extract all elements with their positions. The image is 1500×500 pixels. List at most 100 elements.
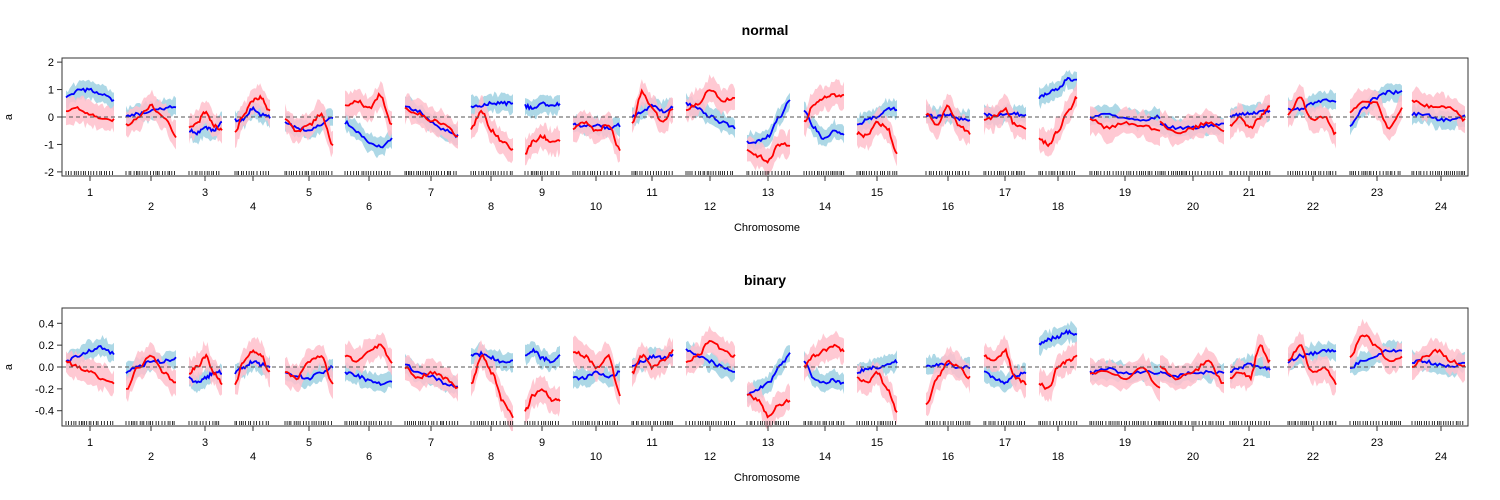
line-blue-chr13 (746, 99, 791, 145)
y-tick-label: 0.4 (39, 318, 54, 330)
rug-chr1 (65, 171, 113, 175)
band-red-chr24 (1412, 337, 1465, 383)
line-red-chr19 (1089, 366, 1161, 389)
band-red-chr12 (686, 325, 735, 377)
line-red-chr22 (1287, 96, 1337, 136)
line-blue-chr10 (572, 370, 621, 381)
band-red-chr9 (525, 375, 560, 424)
band-blue-chr14 (804, 101, 844, 147)
band-red-chr13 (747, 381, 790, 429)
line-blue-chr2 (125, 356, 177, 374)
rug-chr7 (404, 171, 457, 175)
rug-chr13 (746, 171, 790, 175)
band-red-chr1 (66, 350, 114, 397)
line-blue-chr20 (1159, 122, 1224, 131)
band-red-chr19 (1090, 352, 1160, 402)
rug-chr23 (1349, 421, 1401, 425)
rug-chr16 (925, 171, 970, 175)
band-blue-chr13 (747, 92, 790, 154)
rug-chr4 (234, 421, 269, 425)
rug-chr14 (803, 171, 845, 175)
y-tick-label: -0.4 (35, 406, 54, 418)
line-blue-chr21 (1229, 108, 1271, 119)
x-tick-label-20: 20 (1187, 451, 1199, 463)
line-blue-chr17 (983, 111, 1027, 118)
band-red-chr13 (747, 128, 790, 177)
rug-chr14 (803, 421, 845, 425)
line-red-chr24 (1411, 99, 1466, 123)
rug-chr24 (1411, 421, 1464, 425)
line-blue-chr16 (925, 112, 971, 122)
x-tick-label-4: 4 (250, 201, 256, 213)
rug-chr6 (344, 171, 391, 175)
y-tick-label: 0.0 (39, 362, 54, 374)
band-red-chr6 (345, 332, 392, 377)
x-tick-label-10: 10 (590, 451, 602, 463)
rug-chr17 (983, 421, 1025, 425)
x-tick-label-11: 11 (646, 437, 657, 449)
line-red-chr12 (685, 89, 736, 112)
line-red-chr14 (803, 343, 845, 369)
line-red-chr22 (1287, 344, 1337, 385)
line-blue-chr18 (1038, 329, 1078, 346)
band-red-chr15 (857, 106, 897, 167)
band-red-chr8 (471, 340, 513, 432)
line-red-chr24 (1411, 348, 1466, 368)
x-tick-label-3: 3 (202, 437, 208, 449)
line-blue-chr6 (344, 371, 393, 386)
x-axis-label: Chromosome (734, 472, 800, 484)
line-blue-chr8 (470, 350, 514, 364)
x-tick-label-18: 18 (1052, 451, 1064, 463)
rug-chr20 (1159, 171, 1223, 175)
line-blue-chr12 (685, 348, 736, 373)
band-red-chr2 (126, 89, 176, 150)
line-red-chr20 (1159, 120, 1225, 135)
line-blue-chr7 (404, 363, 458, 388)
line-blue-chr14 (803, 360, 845, 386)
line-red-chr17 (983, 106, 1027, 130)
line-blue-chr2 (125, 104, 177, 118)
line-red-chr11 (631, 88, 674, 124)
rug-chr16 (925, 421, 971, 425)
line-blue-chr9 (525, 347, 561, 364)
x-tick-label-15: 15 (871, 437, 883, 449)
y-tick-label: -0.2 (35, 384, 54, 396)
line-red-chr8 (470, 353, 514, 419)
rug-chr24 (1411, 171, 1465, 175)
x-tick-label-8: 8 (488, 201, 494, 213)
band-red-chr14 (804, 330, 844, 382)
line-blue-chr1 (65, 345, 115, 364)
line-red-chr4 (234, 348, 271, 386)
line-blue-chr21 (1229, 362, 1271, 373)
x-tick-label-21: 21 (1243, 437, 1255, 449)
rug-chr3 (188, 421, 220, 425)
band-red-chr10 (573, 335, 620, 406)
line-blue-chr15 (856, 358, 898, 375)
band-red-chr7 (405, 355, 458, 402)
band-blue-chr14 (804, 350, 844, 395)
line-red-chr5 (284, 354, 334, 385)
x-tick-label-1: 1 (87, 187, 93, 199)
line-blue-chr23 (1349, 348, 1403, 369)
x-tick-label-2: 2 (148, 201, 154, 213)
band-red-chr3 (189, 340, 222, 396)
line-red-chr2 (125, 103, 177, 138)
x-tick-label-13: 13 (762, 187, 774, 199)
x-tick-label-24: 24 (1435, 201, 1447, 213)
rug-chr3 (188, 171, 220, 175)
line-blue-chr22 (1287, 98, 1337, 112)
panel-binary: binary-0.4-0.20.00.20.412345678910111213… (3, 272, 1469, 484)
rug-chr21 (1229, 421, 1270, 425)
band-red-chr15 (857, 360, 897, 425)
line-red-chr3 (188, 110, 223, 131)
line-red-chr14 (803, 93, 845, 123)
x-tick-label-6: 6 (366, 451, 372, 463)
rug-chr1 (65, 421, 114, 425)
line-red-chr2 (126, 354, 177, 390)
line-blue-chr6 (344, 119, 393, 149)
line-blue-chr17 (983, 370, 1027, 385)
line-red-chr10 (572, 120, 621, 151)
line-blue-chr19 (1089, 366, 1161, 376)
